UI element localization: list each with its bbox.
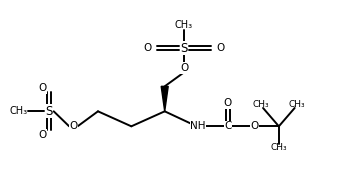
Text: NH: NH bbox=[190, 121, 206, 131]
Polygon shape bbox=[161, 86, 168, 111]
Text: O: O bbox=[250, 121, 258, 131]
Text: CH₃: CH₃ bbox=[175, 20, 193, 30]
Text: O: O bbox=[216, 43, 224, 53]
Text: C: C bbox=[224, 121, 232, 131]
Text: O: O bbox=[180, 63, 188, 73]
Text: S: S bbox=[180, 41, 188, 54]
Text: O: O bbox=[224, 98, 232, 108]
Text: CH₃: CH₃ bbox=[10, 106, 28, 116]
Text: O: O bbox=[144, 43, 152, 53]
Text: O: O bbox=[38, 83, 47, 93]
Text: CH₃: CH₃ bbox=[253, 100, 270, 109]
Text: CH₃: CH₃ bbox=[288, 100, 305, 109]
Text: S: S bbox=[45, 105, 52, 118]
Text: CH₃: CH₃ bbox=[270, 143, 287, 153]
Text: O: O bbox=[38, 130, 47, 140]
Text: O: O bbox=[69, 121, 78, 131]
